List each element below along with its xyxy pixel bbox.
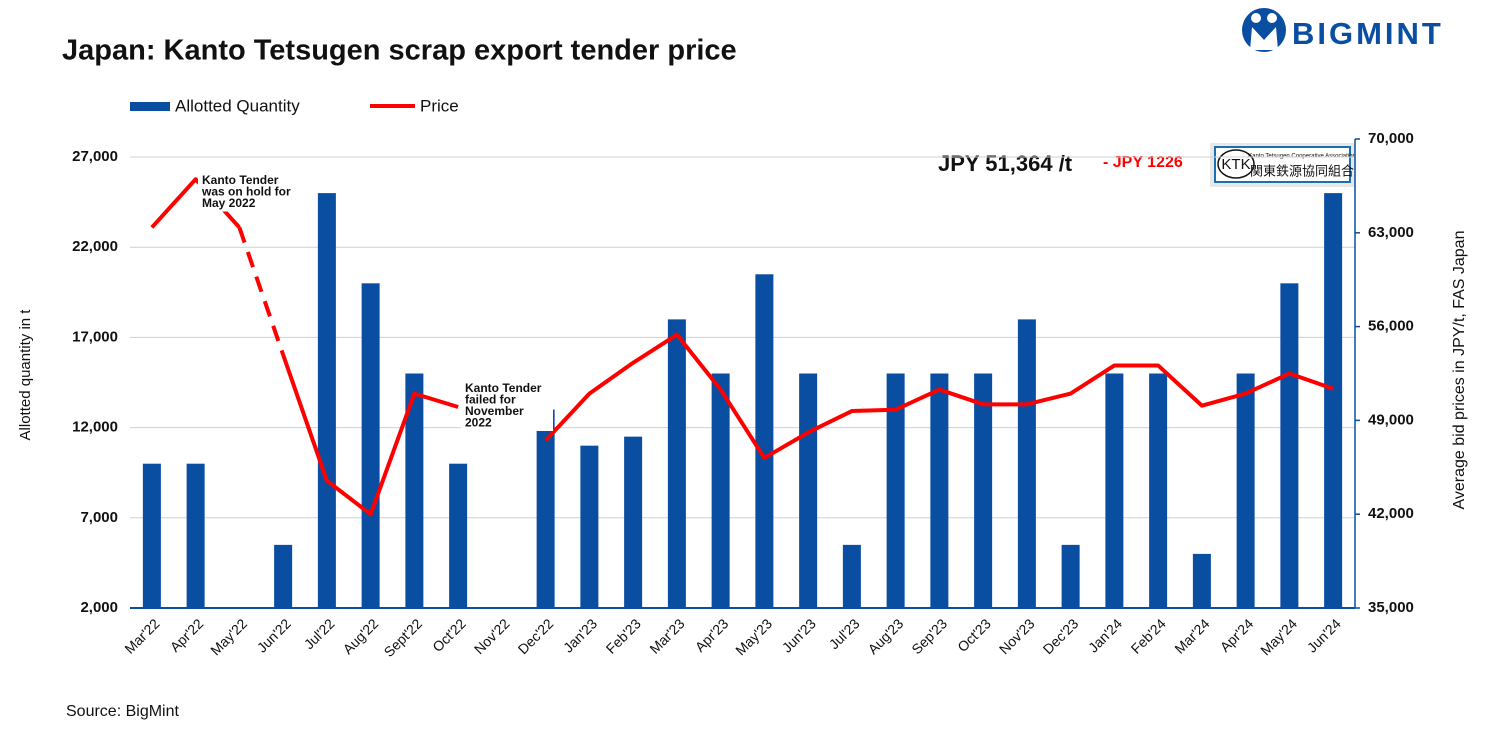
annotation-text: was on hold for [201,185,291,199]
bar [142,463,161,608]
annotation-text: Kanto Tender [202,173,279,187]
bar [361,283,380,608]
y2-tick-label: 42,000 [1368,505,1414,522]
bar [711,373,730,608]
annotation-bg [461,381,553,431]
legend-item: Allotted Quantity [130,96,300,115]
annotation-bg [198,173,290,212]
y2-axis-label: Average bid prices in JPY/t, FAS Japan [1451,231,1468,510]
logo-body [1250,27,1278,50]
logo-head [1267,13,1277,23]
bar [1017,319,1036,608]
annotation-text: 2022 [465,416,492,430]
bar [317,193,336,608]
bar [886,373,905,608]
y2-tick-label: 70,000 [1368,130,1414,147]
ktk-japanese: 関東鉄源協同組合 [1250,163,1354,178]
bar [1192,553,1211,608]
y-axis-label: Allotted quantity in t [17,309,34,441]
legend-label: Price [420,96,459,115]
y-tick-label: 7,000 [80,509,118,526]
bar [1324,193,1343,608]
brand-name: BIGMINT [1292,16,1444,51]
bar [1280,283,1299,608]
y-tick-label: 22,000 [72,238,118,255]
y2-tick-label: 63,000 [1368,224,1414,241]
source-note: Source: BigMint [66,703,179,720]
price-line [544,332,1334,460]
annotation-text: failed for [465,393,516,407]
ktk-logo: KTK Kanto Tetsugen Cooperative Associati… [1210,143,1356,187]
bar [624,436,643,608]
bar [842,544,861,608]
legend-item: Price [370,96,459,115]
bar [667,319,686,608]
annotation-text: Kanto Tender [465,381,542,395]
bar [1061,544,1080,608]
bar [405,373,424,608]
legend-swatch [130,102,170,111]
bar [1149,373,1168,608]
ktk-mark: KTK [1221,156,1250,173]
y2-tick-label: 35,000 [1368,599,1414,616]
ktk-logo-frame [1214,146,1351,183]
bar [186,463,205,608]
y-tick-label: 17,000 [72,328,118,345]
brand-logo: BIGMINT [1242,8,1444,52]
bar [1105,373,1124,608]
annotation-text: November [465,404,524,418]
y2-tick-label: 49,000 [1368,411,1414,428]
bar [1236,373,1255,608]
bar [274,544,293,608]
bar [974,373,993,608]
bar [755,274,774,608]
latest-price: JPY 51,364 /t [938,151,1073,176]
annotation-text: May 2022 [202,196,256,210]
bar [930,373,949,608]
bar [536,409,555,608]
price-line-dashed [237,226,286,356]
y-tick-label: 27,000 [72,148,118,165]
bar [449,463,468,608]
logo-head [1251,13,1261,23]
y-tick-label: 12,000 [72,419,118,436]
price-line [281,354,459,517]
bar [799,373,818,608]
price-change: - JPY 1226 [1103,154,1183,171]
bar [580,445,599,608]
y-tick-label: 2,000 [80,599,118,616]
chart-title: Japan: Kanto Tetsugen scrap export tende… [62,35,737,67]
ktk-logo-ring [1217,149,1255,179]
legend-label: Allotted Quantity [175,96,300,115]
y2-tick-label: 56,000 [1368,318,1414,335]
